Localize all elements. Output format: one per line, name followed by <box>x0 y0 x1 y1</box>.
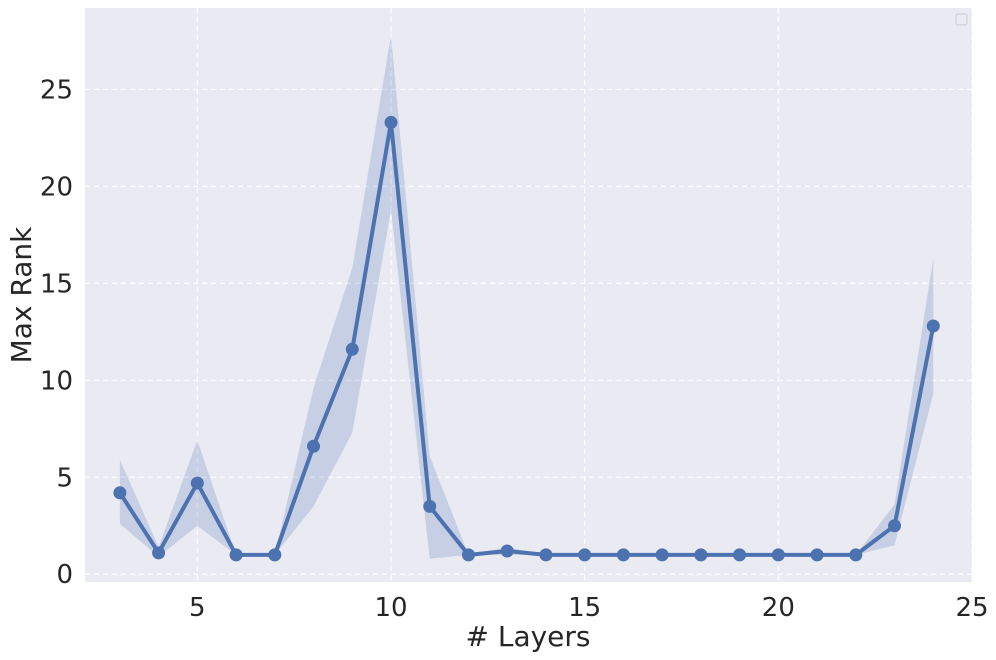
data-point <box>888 519 902 533</box>
data-point <box>113 486 127 500</box>
y-tick-label: 20 <box>40 172 73 202</box>
y-tick-label: 25 <box>40 75 73 105</box>
confidence-band <box>119 35 934 559</box>
y-tick-label: 15 <box>40 269 73 299</box>
data-point <box>229 548 243 562</box>
data-point <box>733 548 747 562</box>
legend-box <box>955 13 968 26</box>
data-point <box>810 548 824 562</box>
x-tick-label: 20 <box>762 593 795 623</box>
x-axis-ticks: 5 10 15 20 25 <box>189 593 988 623</box>
data-point <box>268 548 282 562</box>
series-points <box>113 115 940 562</box>
x-axis-title: # Layers <box>465 620 590 653</box>
data-point <box>694 548 708 562</box>
x-tick-label: 5 <box>189 593 206 623</box>
data-point <box>849 548 863 562</box>
data-point <box>307 439 321 453</box>
data-point <box>539 548 553 562</box>
y-axis-title: Max Rank <box>5 226 38 364</box>
data-point <box>152 546 166 560</box>
plot-area-background <box>85 8 972 582</box>
data-point <box>384 115 398 129</box>
data-point <box>771 548 785 562</box>
series-line <box>118 120 936 557</box>
data-point <box>423 499 437 513</box>
y-tick-label: 5 <box>56 463 73 493</box>
y-tick-label: 10 <box>40 366 73 396</box>
data-point <box>461 548 475 562</box>
x-tick-label: 15 <box>568 593 601 623</box>
grid-lines <box>85 8 973 582</box>
data-point <box>345 342 359 356</box>
x-tick-label: 25 <box>955 593 988 623</box>
data-point <box>926 319 940 333</box>
y-axis-ticks: 0 5 10 15 20 25 <box>40 75 73 590</box>
data-point <box>616 548 630 562</box>
y-tick-label: 0 <box>56 560 73 590</box>
data-point <box>578 548 592 562</box>
data-point <box>190 476 204 490</box>
x-tick-label: 10 <box>374 593 407 623</box>
data-point <box>655 548 669 562</box>
data-point <box>500 544 514 558</box>
